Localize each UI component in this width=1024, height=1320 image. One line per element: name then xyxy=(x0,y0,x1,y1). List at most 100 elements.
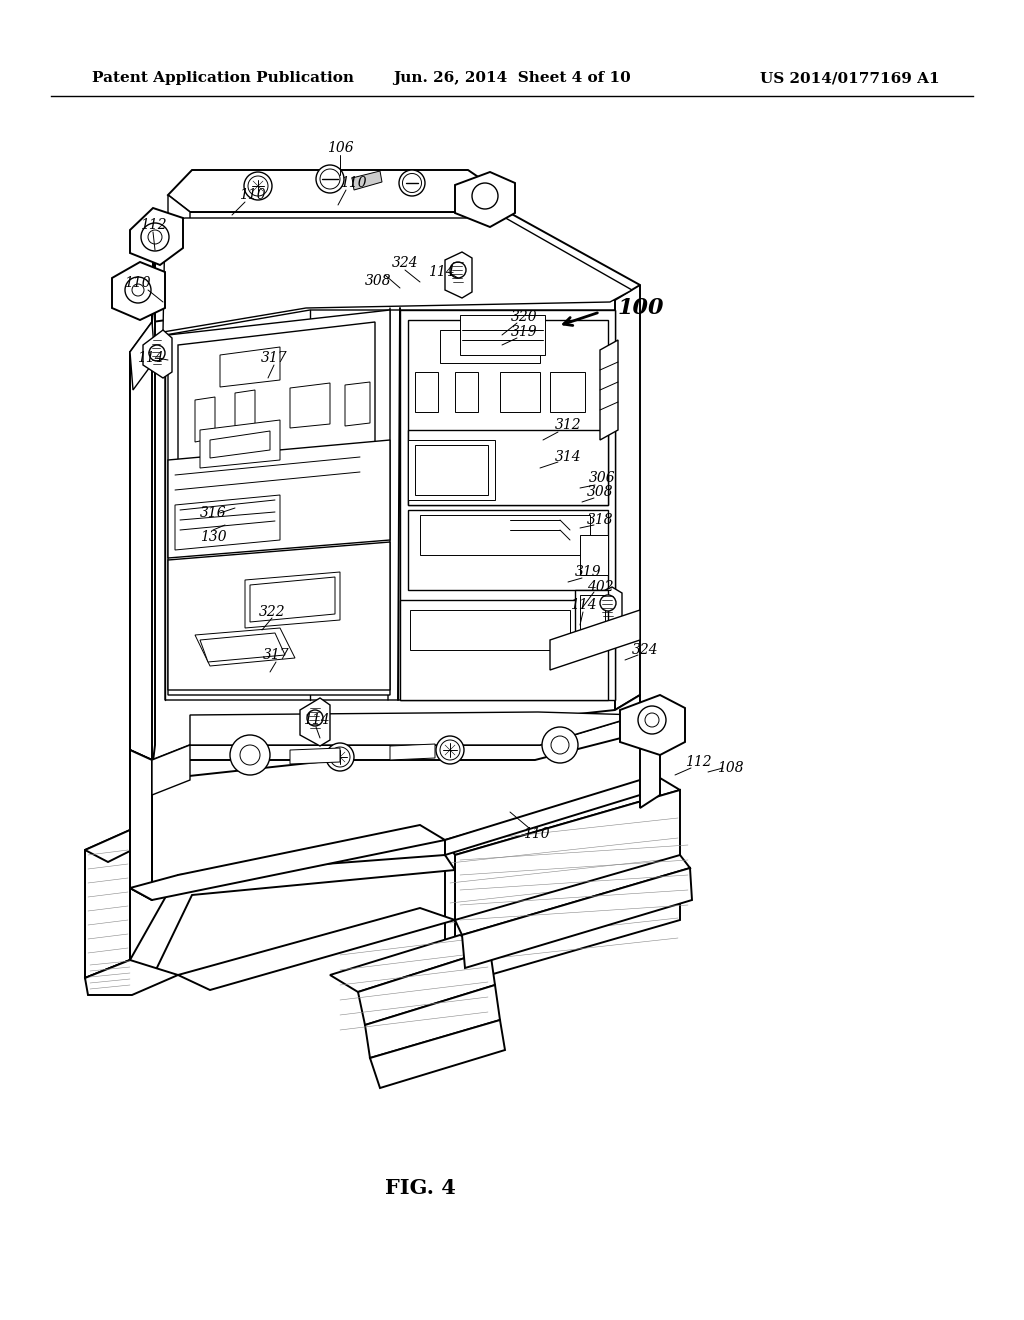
Polygon shape xyxy=(500,372,540,412)
Polygon shape xyxy=(408,510,608,590)
Text: 314: 314 xyxy=(555,450,582,465)
Polygon shape xyxy=(130,322,155,389)
Polygon shape xyxy=(168,310,390,696)
Polygon shape xyxy=(190,711,640,744)
Polygon shape xyxy=(415,372,438,412)
Circle shape xyxy=(141,223,169,251)
Polygon shape xyxy=(168,195,190,228)
Circle shape xyxy=(645,713,659,727)
Circle shape xyxy=(230,735,270,775)
Polygon shape xyxy=(455,172,515,227)
Polygon shape xyxy=(575,590,608,635)
Polygon shape xyxy=(130,215,155,770)
Polygon shape xyxy=(580,595,605,630)
Polygon shape xyxy=(178,322,375,500)
Polygon shape xyxy=(152,744,190,795)
Text: 110: 110 xyxy=(239,187,265,202)
Text: 318: 318 xyxy=(587,513,613,527)
Polygon shape xyxy=(200,634,285,663)
Polygon shape xyxy=(455,855,690,935)
Polygon shape xyxy=(234,389,255,436)
Polygon shape xyxy=(415,445,488,495)
Polygon shape xyxy=(200,420,280,469)
Text: 312: 312 xyxy=(555,418,582,432)
Polygon shape xyxy=(330,935,490,993)
Circle shape xyxy=(150,345,165,360)
Polygon shape xyxy=(178,908,455,990)
Polygon shape xyxy=(420,515,590,554)
Polygon shape xyxy=(143,330,172,378)
Polygon shape xyxy=(455,789,680,985)
Text: 308: 308 xyxy=(365,275,391,288)
Text: 114: 114 xyxy=(569,598,596,612)
Polygon shape xyxy=(440,330,540,363)
Text: 110: 110 xyxy=(522,828,549,841)
Text: 100: 100 xyxy=(618,297,665,319)
Polygon shape xyxy=(130,696,640,780)
Polygon shape xyxy=(85,830,152,862)
Polygon shape xyxy=(445,252,472,298)
Text: 112: 112 xyxy=(139,218,166,232)
Text: 317: 317 xyxy=(261,351,288,366)
Polygon shape xyxy=(352,172,382,190)
Polygon shape xyxy=(550,372,585,412)
Circle shape xyxy=(600,595,616,611)
Polygon shape xyxy=(163,209,632,333)
Polygon shape xyxy=(460,315,545,355)
Text: 322: 322 xyxy=(259,605,286,619)
Text: 320: 320 xyxy=(511,310,538,323)
Polygon shape xyxy=(85,960,178,995)
Polygon shape xyxy=(390,744,435,760)
Polygon shape xyxy=(168,543,390,690)
Polygon shape xyxy=(130,825,445,900)
Polygon shape xyxy=(112,261,165,319)
Polygon shape xyxy=(400,601,608,700)
Text: Jun. 26, 2014  Sheet 4 of 10: Jun. 26, 2014 Sheet 4 of 10 xyxy=(393,71,631,84)
Polygon shape xyxy=(85,830,130,978)
Circle shape xyxy=(638,706,666,734)
Polygon shape xyxy=(455,372,478,412)
Text: 114: 114 xyxy=(428,265,455,279)
Circle shape xyxy=(399,170,425,195)
Polygon shape xyxy=(466,185,490,228)
Polygon shape xyxy=(130,209,183,265)
Polygon shape xyxy=(130,750,152,900)
Polygon shape xyxy=(462,869,692,968)
Text: 324: 324 xyxy=(392,256,419,271)
Polygon shape xyxy=(168,440,390,558)
Circle shape xyxy=(125,277,151,304)
Text: 316: 316 xyxy=(200,506,226,520)
Polygon shape xyxy=(365,985,500,1059)
Circle shape xyxy=(316,165,344,193)
Circle shape xyxy=(436,737,464,764)
Polygon shape xyxy=(220,347,280,387)
Polygon shape xyxy=(408,440,495,500)
Polygon shape xyxy=(175,495,280,550)
Circle shape xyxy=(132,284,144,296)
Polygon shape xyxy=(152,715,660,777)
Polygon shape xyxy=(445,777,680,855)
Polygon shape xyxy=(290,383,330,428)
Text: 308: 308 xyxy=(587,484,613,499)
Text: 106: 106 xyxy=(327,141,353,154)
Circle shape xyxy=(472,183,498,209)
Text: 112: 112 xyxy=(685,755,712,770)
Text: Patent Application Publication: Patent Application Publication xyxy=(92,71,354,84)
Polygon shape xyxy=(152,202,640,322)
Circle shape xyxy=(244,172,272,201)
Text: 110: 110 xyxy=(340,176,367,190)
Text: 114: 114 xyxy=(303,713,330,727)
Polygon shape xyxy=(445,840,455,985)
Text: 319: 319 xyxy=(511,325,538,339)
Polygon shape xyxy=(290,748,340,764)
Text: 319: 319 xyxy=(574,565,601,579)
Text: 108: 108 xyxy=(717,762,743,775)
Polygon shape xyxy=(595,587,622,634)
Polygon shape xyxy=(550,610,640,671)
Text: FIG. 4: FIG. 4 xyxy=(385,1177,456,1199)
Text: US 2014/0177169 A1: US 2014/0177169 A1 xyxy=(761,71,940,84)
Text: 114: 114 xyxy=(136,351,163,366)
Text: 110: 110 xyxy=(124,276,151,290)
Circle shape xyxy=(240,744,260,766)
Polygon shape xyxy=(300,698,330,746)
